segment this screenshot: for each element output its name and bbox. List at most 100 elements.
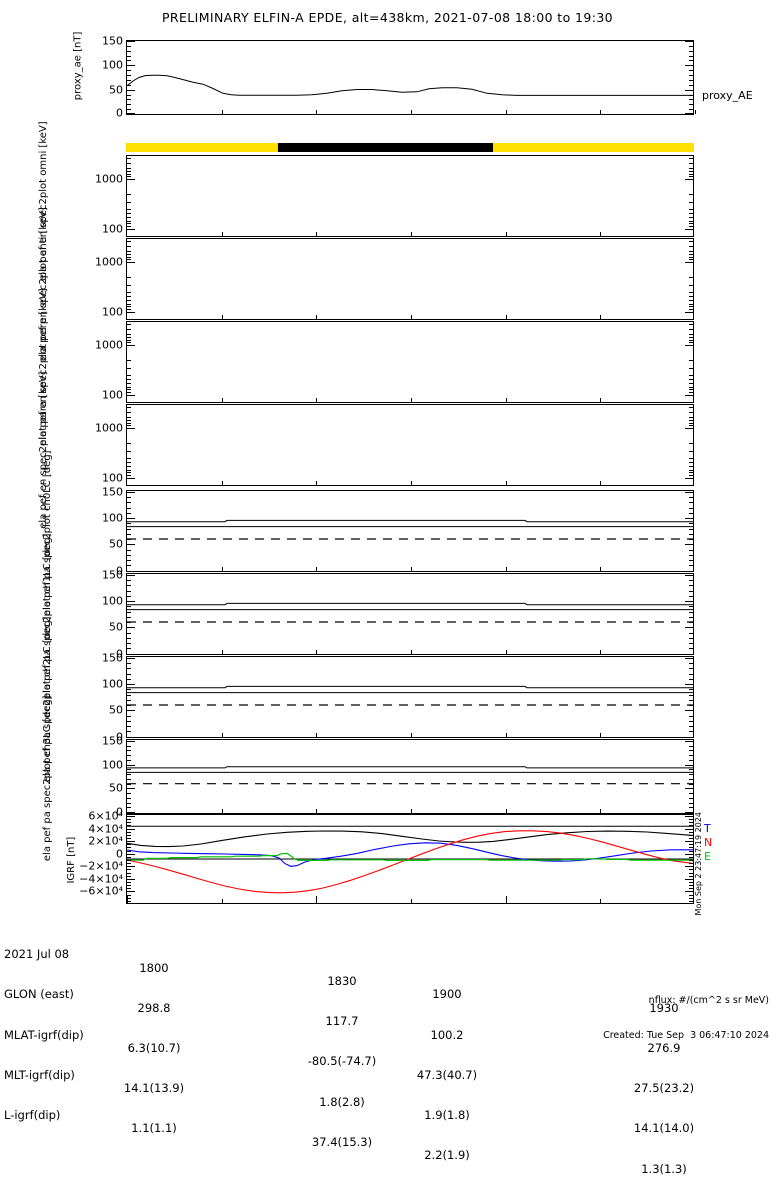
panel-igrf[interactable]: 6×10⁴ 4×10⁴ 2×10⁴ 0 −2×10⁴ −4×10⁴ −6×10⁴ bbox=[79, 811, 694, 904]
panel-en-omni[interactable]: 1000 100 bbox=[95, 155, 694, 237]
panel-pa-ch1lc-plotarea bbox=[127, 574, 693, 654]
panel-pa-ch2lc[interactable]: 150 100 50 0 bbox=[102, 652, 694, 742]
cell-mlat-1900: 47.3(40.7) bbox=[416, 1067, 478, 1082]
cell-mlat-1800: 6.3(10.7) bbox=[127, 1041, 181, 1056]
panel-igrf-plotarea bbox=[127, 815, 693, 903]
bar-segment-yellow-right bbox=[493, 143, 694, 152]
cell-glon-1900: 100.2 bbox=[430, 1027, 464, 1042]
proxy-ae-curve bbox=[127, 74, 693, 96]
ytick-para-100: 100 bbox=[102, 471, 123, 484]
cell-mlt-1800: 14.1(13.9) bbox=[123, 1081, 185, 1096]
ytick-ch3-150: 150 bbox=[102, 734, 123, 748]
cell-lshell-1830: 37.4(15.3) bbox=[311, 1134, 373, 1149]
ytick-ch3-0: 0 bbox=[116, 805, 123, 819]
ytick-ch3-50: 50 bbox=[109, 781, 123, 795]
cell-time-1830: 1830 bbox=[327, 974, 357, 989]
panel-pa-ch2lc-plotarea bbox=[127, 657, 693, 737]
cell-lshell-1930: 1.3(1.3) bbox=[641, 1161, 687, 1176]
panel-en-omni-plotarea bbox=[127, 156, 693, 236]
created-timestamp: Created: Tue Sep 3 06:47:10 2024 bbox=[603, 1029, 769, 1041]
pa-ch3lc-overlay bbox=[127, 766, 693, 785]
panel-pa-ch3lc-label: ela pef pa spec2plot ch3LC [deg] bbox=[41, 695, 53, 862]
ytick-ch2-0: 0 bbox=[116, 730, 123, 743]
bar-segment-black bbox=[278, 143, 494, 152]
row-label-mlat: MLAT-igrf(dip) bbox=[4, 1027, 84, 1042]
ytick-perp-100: 100 bbox=[102, 388, 123, 401]
nflux-units: nflux: #/(cm^2 s sr MeV) bbox=[648, 995, 769, 1006]
row-label-date: 2021 Jul 08 bbox=[4, 947, 70, 962]
panel-pa-ch3lc[interactable]: 150 100 50 0 bbox=[102, 735, 694, 818]
table-row: L-igrf(dip) 1.1(1.1) 37.4(15.3) 2.2(1.9)… bbox=[4, 1096, 772, 1175]
ytick-ch2-100: 100 bbox=[102, 677, 123, 691]
ytick-igrf-p4e4: 4×10⁴ bbox=[88, 822, 123, 836]
page-title: PRELIMINARY ELFIN-A EPDE, alt=438km, 202… bbox=[161, 10, 614, 25]
ytick-proxy-0: 0 bbox=[116, 106, 123, 120]
pa-ch0lc-overlay bbox=[127, 519, 693, 540]
ytick-ch0-0: 0 bbox=[116, 564, 123, 577]
pa-ch1lc-overlay bbox=[127, 602, 693, 623]
panel-pa-ch0lc[interactable]: 150 100 50 0 bbox=[102, 486, 694, 576]
ytick-anti-100: 100 bbox=[102, 305, 123, 318]
panel-en-anti-plotarea bbox=[127, 239, 693, 319]
ytick-perp-1000: 1000 bbox=[95, 338, 123, 351]
ytick-igrf-p6e4: 6×10⁴ bbox=[88, 809, 123, 823]
cell-lshell-1800: 1.1(1.1) bbox=[131, 1121, 177, 1136]
ytick-ch2-150: 150 bbox=[102, 651, 123, 665]
panel-proxy-ae[interactable]: 150 100 50 0 bbox=[102, 36, 696, 119]
ytick-proxy-150: 150 bbox=[102, 34, 123, 48]
panel-en-para[interactable]: 1000 100 bbox=[95, 404, 694, 486]
cell-glon-1800: 298.8 bbox=[137, 1000, 171, 1015]
ytick-ch1-150: 150 bbox=[102, 568, 123, 582]
ytick-igrf-p2e4: 2×10⁴ bbox=[88, 834, 123, 848]
cell-mlt-1900: 1.9(1.8) bbox=[424, 1108, 470, 1123]
ytick-ch1-50: 50 bbox=[109, 620, 123, 634]
panel-en-perp[interactable]: 1000 100 bbox=[95, 321, 694, 403]
ytick-proxy-50: 50 bbox=[109, 83, 123, 97]
cell-lshell-1900: 2.2(1.9) bbox=[424, 1148, 470, 1163]
ytick-proxy-100: 100 bbox=[102, 58, 123, 72]
ytick-ch2-50: 50 bbox=[109, 703, 123, 717]
igrf-legend-north: N bbox=[704, 836, 713, 849]
ytick-omni-1000: 1000 bbox=[95, 172, 123, 185]
proxy-ae-legend: proxy_AE bbox=[702, 89, 753, 102]
panel-proxy-ae-plotarea bbox=[127, 41, 693, 114]
row-label-mlt: MLT-igrf(dip) bbox=[4, 1067, 75, 1082]
panel-en-perp-plotarea bbox=[127, 322, 693, 402]
ytick-ch3-100: 100 bbox=[102, 758, 123, 772]
cell-time-1900: 1900 bbox=[432, 987, 462, 1002]
ytick-ch1-100: 100 bbox=[102, 594, 123, 608]
ytick-igrf-m6e4: −6×10⁴ bbox=[79, 884, 123, 898]
ytick-igrf-m2e4: −2×10⁴ bbox=[79, 859, 123, 873]
science-zone-bar[interactable] bbox=[126, 143, 694, 152]
cell-mlat-1930: 27.5(23.2) bbox=[633, 1081, 695, 1096]
ytick-omni-100: 100 bbox=[102, 222, 123, 235]
credits-block: nflux: #/(cm^2 s sr MeV) Created: Tue Se… bbox=[603, 972, 769, 1064]
ytick-ch1-0: 0 bbox=[116, 647, 123, 660]
bar-segment-yellow-left bbox=[126, 143, 279, 152]
igrf-legend-east: E bbox=[704, 850, 711, 863]
ytick-ch0-50: 50 bbox=[109, 537, 123, 551]
ytick-igrf-0: 0 bbox=[116, 847, 123, 861]
igrf-legend-total: T bbox=[704, 822, 711, 835]
side-timestamp: Mon Sep 2 23:47:19 2024 bbox=[694, 812, 703, 916]
panel-pa-ch0lc-plotarea bbox=[127, 491, 693, 571]
panel-pa-ch3lc-plotarea bbox=[127, 740, 693, 813]
ytick-para-1000: 1000 bbox=[95, 421, 123, 434]
panel-en-para-plotarea bbox=[127, 405, 693, 485]
ytick-anti-1000: 1000 bbox=[95, 255, 123, 268]
row-label-lshell: L-igrf(dip) bbox=[4, 1108, 61, 1123]
ytick-igrf-m4e4: −4×10⁴ bbox=[79, 872, 123, 886]
cell-mlt-1930: 14.1(14.0) bbox=[633, 1121, 695, 1136]
panel-proxy-ae-label: proxy_ae [nT] bbox=[72, 31, 84, 101]
ytick-ch0-150: 150 bbox=[102, 485, 123, 499]
ytick-ch0-100: 100 bbox=[102, 511, 123, 525]
row-label-glon: GLON (east) bbox=[4, 987, 74, 1002]
cell-time-1800: 1800 bbox=[139, 960, 169, 975]
panel-en-anti[interactable]: 1000 100 bbox=[95, 238, 694, 320]
pa-ch2lc-overlay bbox=[127, 685, 693, 706]
summary-plot-page: PRELIMINARY ELFIN-A EPDE, alt=438km, 202… bbox=[4, 10, 772, 1176]
panel-pa-ch1lc[interactable]: 150 100 50 0 bbox=[102, 569, 694, 659]
igrf-curves bbox=[127, 825, 693, 894]
table-row: 2021 Jul 08 1800 1830 1900 1930 bbox=[4, 935, 772, 1014]
panel-igrf-label: IGRF [nT] bbox=[65, 836, 77, 884]
